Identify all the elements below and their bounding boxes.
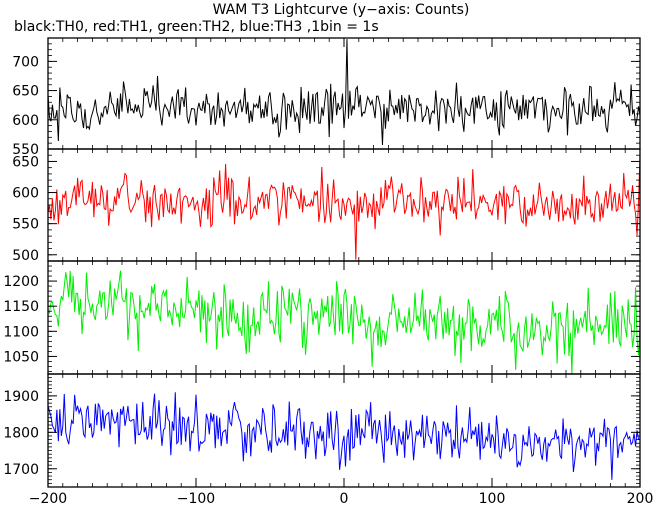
y-tick-label: 1900: [3, 389, 39, 405]
panel-th2: 1050 1100 1150 1200: [3, 260, 641, 375]
x-tick-label: 100: [479, 491, 506, 505]
series-line-th3: [47, 392, 641, 480]
x-tick-label: −200: [29, 491, 67, 505]
y-tick-label: 1050: [3, 349, 39, 365]
panel-th0: 550 600 650 700: [12, 37, 641, 158]
x-tick-label: −100: [177, 491, 215, 505]
panel-frame: [47, 373, 641, 488]
chart-title: WAM T3 Lightcurve (y−axis: Counts): [213, 2, 470, 18]
y-tick-label: 1700: [3, 462, 39, 478]
y-tick-label: 600: [12, 113, 39, 129]
y-tick-label: 1100: [3, 324, 39, 340]
panel-frame: [47, 37, 641, 150]
y-tick-label: 1200: [3, 274, 39, 290]
x-tick-label: 0: [340, 491, 349, 505]
y-tick-label: 700: [12, 54, 39, 70]
x-tick-label: 200: [627, 491, 654, 505]
panels-group: 550 600 650 700 500 550 600 650 1050 1100 1150 1200…: [3, 37, 641, 488]
panel-th1: 500 550 600 650: [12, 148, 641, 264]
series-line-th1: [47, 153, 641, 260]
series-line-th0: [47, 39, 641, 145]
series-line-th2: [47, 270, 641, 375]
chart-subtitle: black:TH0, red:TH1, green:TH2, blue:TH3 …: [14, 19, 379, 35]
y-tick-label: 1150: [3, 299, 39, 315]
y-tick-label: 650: [12, 154, 39, 170]
y-tick-label: 650: [12, 84, 39, 100]
x-axis: −200 −100 0 100 200: [29, 491, 654, 505]
y-tick-label: 1800: [3, 425, 39, 441]
y-tick-label: 550: [12, 217, 39, 233]
y-tick-label: 600: [12, 186, 39, 202]
y-tick-label: 500: [12, 248, 39, 264]
panel-th3: 1700 1800 1900: [3, 373, 641, 488]
y-tick-label: 550: [12, 142, 39, 158]
